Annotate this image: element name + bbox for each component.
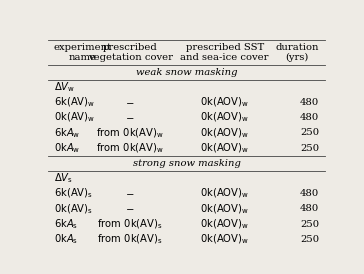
Text: $\Delta V_{\mathrm{s}}$: $\Delta V_{\mathrm{s}}$ — [54, 172, 73, 185]
Text: $\mathrm{0k(AOV)_{w}}$: $\mathrm{0k(AOV)_{w}}$ — [200, 96, 249, 109]
Text: $\mathrm{0k(AV)_{s}}$: $\mathrm{0k(AV)_{s}}$ — [54, 202, 93, 216]
Text: 480: 480 — [300, 204, 319, 213]
Text: $\mathrm{0k(AOV)_{w}}$: $\mathrm{0k(AOV)_{w}}$ — [200, 217, 249, 231]
Text: $\mathrm{0k(AOV)_{w}}$: $\mathrm{0k(AOV)_{w}}$ — [200, 232, 249, 246]
Text: $-$: $-$ — [126, 204, 135, 213]
Text: 250: 250 — [300, 235, 319, 244]
Text: prescribed
vegetation cover: prescribed vegetation cover — [88, 43, 173, 62]
Text: $\mathrm{6k}A_{\mathrm{w}}$: $\mathrm{6k}A_{\mathrm{w}}$ — [54, 126, 80, 140]
Text: $\mathrm{6k}A_{\mathrm{s}}$: $\mathrm{6k}A_{\mathrm{s}}$ — [54, 217, 78, 231]
Text: $-$: $-$ — [126, 189, 135, 198]
Text: $-$: $-$ — [126, 113, 135, 122]
Text: $\mathrm{0k(AOV)_{w}}$: $\mathrm{0k(AOV)_{w}}$ — [200, 187, 249, 201]
Text: strong snow masking: strong snow masking — [132, 159, 241, 168]
Text: experiment
name: experiment name — [54, 43, 112, 62]
Text: $\Delta V_{\mathrm{w}}$: $\Delta V_{\mathrm{w}}$ — [54, 80, 75, 94]
Text: $\mathrm{from\ 0k(AV)_{s}}$: $\mathrm{from\ 0k(AV)_{s}}$ — [97, 217, 163, 231]
Text: $\mathrm{from\ 0k(AV)_{s}}$: $\mathrm{from\ 0k(AV)_{s}}$ — [97, 232, 163, 246]
Text: 250: 250 — [300, 219, 319, 229]
Text: $\mathrm{0k}A_{\mathrm{s}}$: $\mathrm{0k}A_{\mathrm{s}}$ — [54, 232, 78, 246]
Text: prescribed SST
and sea-ice cover: prescribed SST and sea-ice cover — [181, 43, 269, 62]
Text: 480: 480 — [300, 113, 319, 122]
Text: 480: 480 — [300, 189, 319, 198]
Text: $\mathrm{0k(AOV)_{w}}$: $\mathrm{0k(AOV)_{w}}$ — [200, 111, 249, 124]
Text: 250: 250 — [300, 144, 319, 153]
Text: 480: 480 — [300, 98, 319, 107]
Text: $\mathrm{from\ 0k(AV)_{w}}$: $\mathrm{from\ 0k(AV)_{w}}$ — [96, 141, 164, 155]
Text: $\mathrm{6k(AV)_{w}}$: $\mathrm{6k(AV)_{w}}$ — [54, 96, 95, 109]
Text: $\mathrm{0k(AOV)_{w}}$: $\mathrm{0k(AOV)_{w}}$ — [200, 202, 249, 216]
Text: $\mathrm{0k}A_{\mathrm{w}}$: $\mathrm{0k}A_{\mathrm{w}}$ — [54, 141, 80, 155]
Text: $\mathrm{0k(AOV)_{w}}$: $\mathrm{0k(AOV)_{w}}$ — [200, 141, 249, 155]
Text: $\mathrm{0k(AV)_{w}}$: $\mathrm{0k(AV)_{w}}$ — [54, 111, 95, 124]
Text: $\mathrm{0k(AOV)_{w}}$: $\mathrm{0k(AOV)_{w}}$ — [200, 126, 249, 140]
Text: $\mathrm{from\ 0k(AV)_{w}}$: $\mathrm{from\ 0k(AV)_{w}}$ — [96, 126, 164, 140]
Text: $\mathrm{6k(AV)_{s}}$: $\mathrm{6k(AV)_{s}}$ — [54, 187, 93, 201]
Text: $-$: $-$ — [126, 98, 135, 107]
Text: duration
(yrs): duration (yrs) — [276, 43, 319, 62]
Text: 250: 250 — [300, 129, 319, 137]
Text: weak snow masking: weak snow masking — [136, 68, 237, 77]
